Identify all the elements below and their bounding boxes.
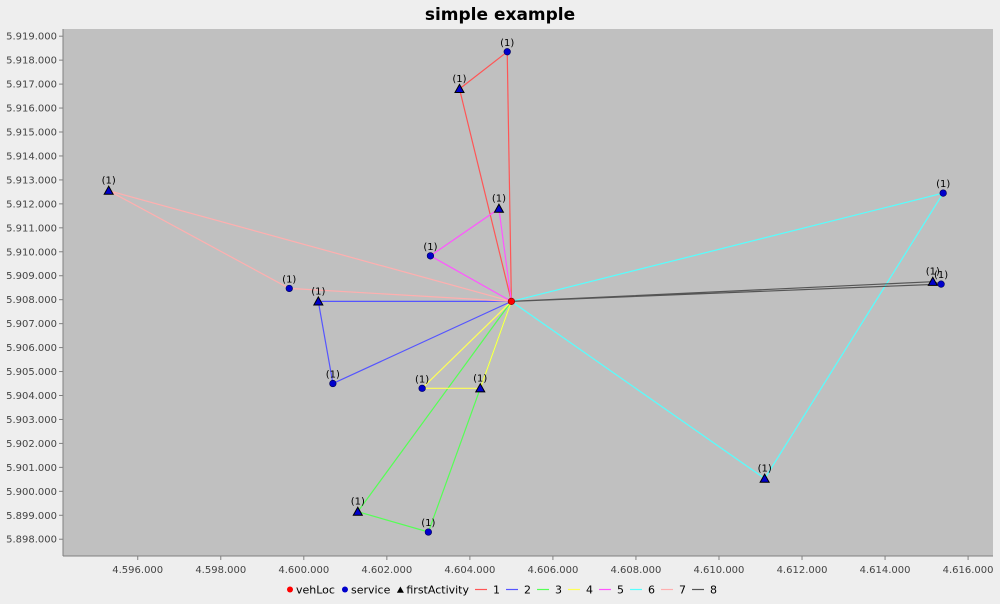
legend-item-label: 6 [648, 584, 655, 597]
y-tick-label: 5.898.000 [6, 535, 57, 546]
routes-layer [108, 50, 945, 533]
y-tick-label: 5.902.000 [6, 439, 57, 450]
y-tick-label: 5.911.000 [6, 223, 57, 234]
x-tick-label: 4.602.000 [361, 565, 412, 576]
x-tick-label: 4.606.000 [527, 565, 578, 576]
route-line-5 [429, 207, 512, 302]
first-activity-label: (1) [473, 373, 487, 384]
legend-item-label: 4 [586, 584, 593, 597]
first-activity-label: (1) [102, 176, 116, 187]
service-point-label: (1) [326, 370, 340, 381]
service-point [937, 280, 945, 288]
y-tick-label: 5.915.000 [6, 128, 57, 139]
service-point [426, 252, 435, 260]
y-tick-label: 5.917.000 [6, 80, 57, 91]
first-activity-marker [927, 276, 939, 286]
vehicle-location-point [507, 297, 515, 305]
legend-swatch-dot [341, 586, 348, 593]
x-tick-label: 4.608.000 [610, 565, 661, 576]
x-tick-label: 4.614.000 [860, 565, 911, 576]
service-point-label: (1) [421, 518, 435, 529]
service-point-label: (1) [282, 274, 296, 285]
first-activity-label: (1) [351, 497, 365, 508]
legend-item-label: 1 [493, 584, 500, 597]
y-tick-label: 5.908.000 [6, 295, 57, 306]
y-tick-label: 5.905.000 [6, 367, 57, 378]
legend-swatch-triangle [396, 586, 404, 593]
service-point-label: (1) [423, 242, 437, 253]
first-activity-marker [493, 203, 505, 213]
service-point [418, 384, 426, 392]
first-activity-marker [312, 295, 324, 306]
legend-item-label: 5 [617, 584, 624, 597]
legend-item-label: vehLoc [296, 584, 335, 597]
route-line-8 [511, 281, 942, 302]
x-tick-label: 4.604.000 [444, 565, 495, 576]
x-tick-label: 4.598.000 [195, 565, 246, 576]
y-tick-label: 5.916.000 [6, 104, 57, 115]
x-tick-label: 4.596.000 [112, 565, 163, 576]
service-point [503, 48, 511, 56]
y-tick-label: 5.907.000 [6, 319, 57, 330]
legend-item-label: 3 [555, 584, 562, 597]
y-tick-label: 5.901.000 [6, 463, 57, 474]
first-activity-label: (1) [452, 74, 466, 85]
service-point [329, 379, 337, 388]
route-line-1 [458, 50, 512, 302]
service-point [424, 528, 432, 536]
service-point-label: (1) [500, 38, 514, 49]
chart-title: simple example [425, 5, 575, 25]
y-tick-label: 5.913.000 [6, 175, 57, 186]
first-activity-label: (1) [758, 464, 772, 475]
x-tick-label: 4.612.000 [777, 565, 828, 576]
first-activity-label: (1) [492, 194, 506, 205]
service-point-label: (1) [934, 270, 948, 281]
y-tick-label: 5.910.000 [6, 247, 57, 258]
route-line-7 [108, 190, 512, 302]
service-point [939, 189, 947, 197]
y-tick-label: 5.912.000 [6, 199, 57, 210]
markers-layer [103, 48, 947, 536]
service-point-label: (1) [415, 374, 429, 385]
y-tick-label: 5.906.000 [6, 343, 57, 354]
first-activity-marker [759, 473, 771, 483]
y-tick-label: 5.918.000 [6, 56, 57, 67]
legend-swatch-dot [287, 586, 293, 593]
service-point [285, 284, 293, 293]
plot-area [63, 29, 993, 556]
route-line-2 [317, 300, 512, 385]
legend-item-label: 8 [710, 584, 717, 597]
service-point-label: (1) [936, 179, 950, 190]
first-activity-marker [352, 506, 364, 516]
legend-item-label: service [351, 584, 391, 597]
legend-item-label: 2 [524, 584, 531, 597]
legend-item-label: firstActivity [406, 584, 469, 597]
x-tick-label: 4.616.000 [943, 565, 994, 576]
route-line-4 [420, 300, 512, 389]
x-tick-label: 4.600.000 [278, 565, 329, 576]
first-activity-marker [474, 382, 486, 393]
route-line-6 [511, 192, 945, 480]
y-tick-label: 5.919.000 [6, 32, 57, 43]
first-activity-label: (1) [311, 286, 325, 297]
axes: 4.596.000 4.598.000 4.600.000 4.602.000 4.60… [6, 29, 994, 576]
y-tick-label: 5.904.000 [6, 391, 57, 402]
y-tick-label: 5.900.000 [6, 487, 57, 498]
y-tick-label: 5.914.000 [6, 151, 57, 162]
first-activity-label: (1) [926, 267, 940, 278]
first-activity-marker [454, 83, 465, 93]
first-activity-marker [103, 185, 115, 195]
y-tick-label: 5.909.000 [6, 271, 57, 282]
x-tick-label: 4.610.000 [694, 565, 745, 576]
y-tick-label: 5.899.000 [6, 511, 57, 522]
legend-item-label: 7 [679, 584, 686, 597]
point-labels-layer: (1)(1)(1)(1)(1)(1)(1) (1)(1)(1)(1)(1)(1)(… [102, 38, 951, 529]
y-tick-label: 5.903.000 [6, 415, 57, 426]
legend: vehLoc service firstActivity 1 2 3 4 5 6 7 8 [287, 584, 717, 597]
